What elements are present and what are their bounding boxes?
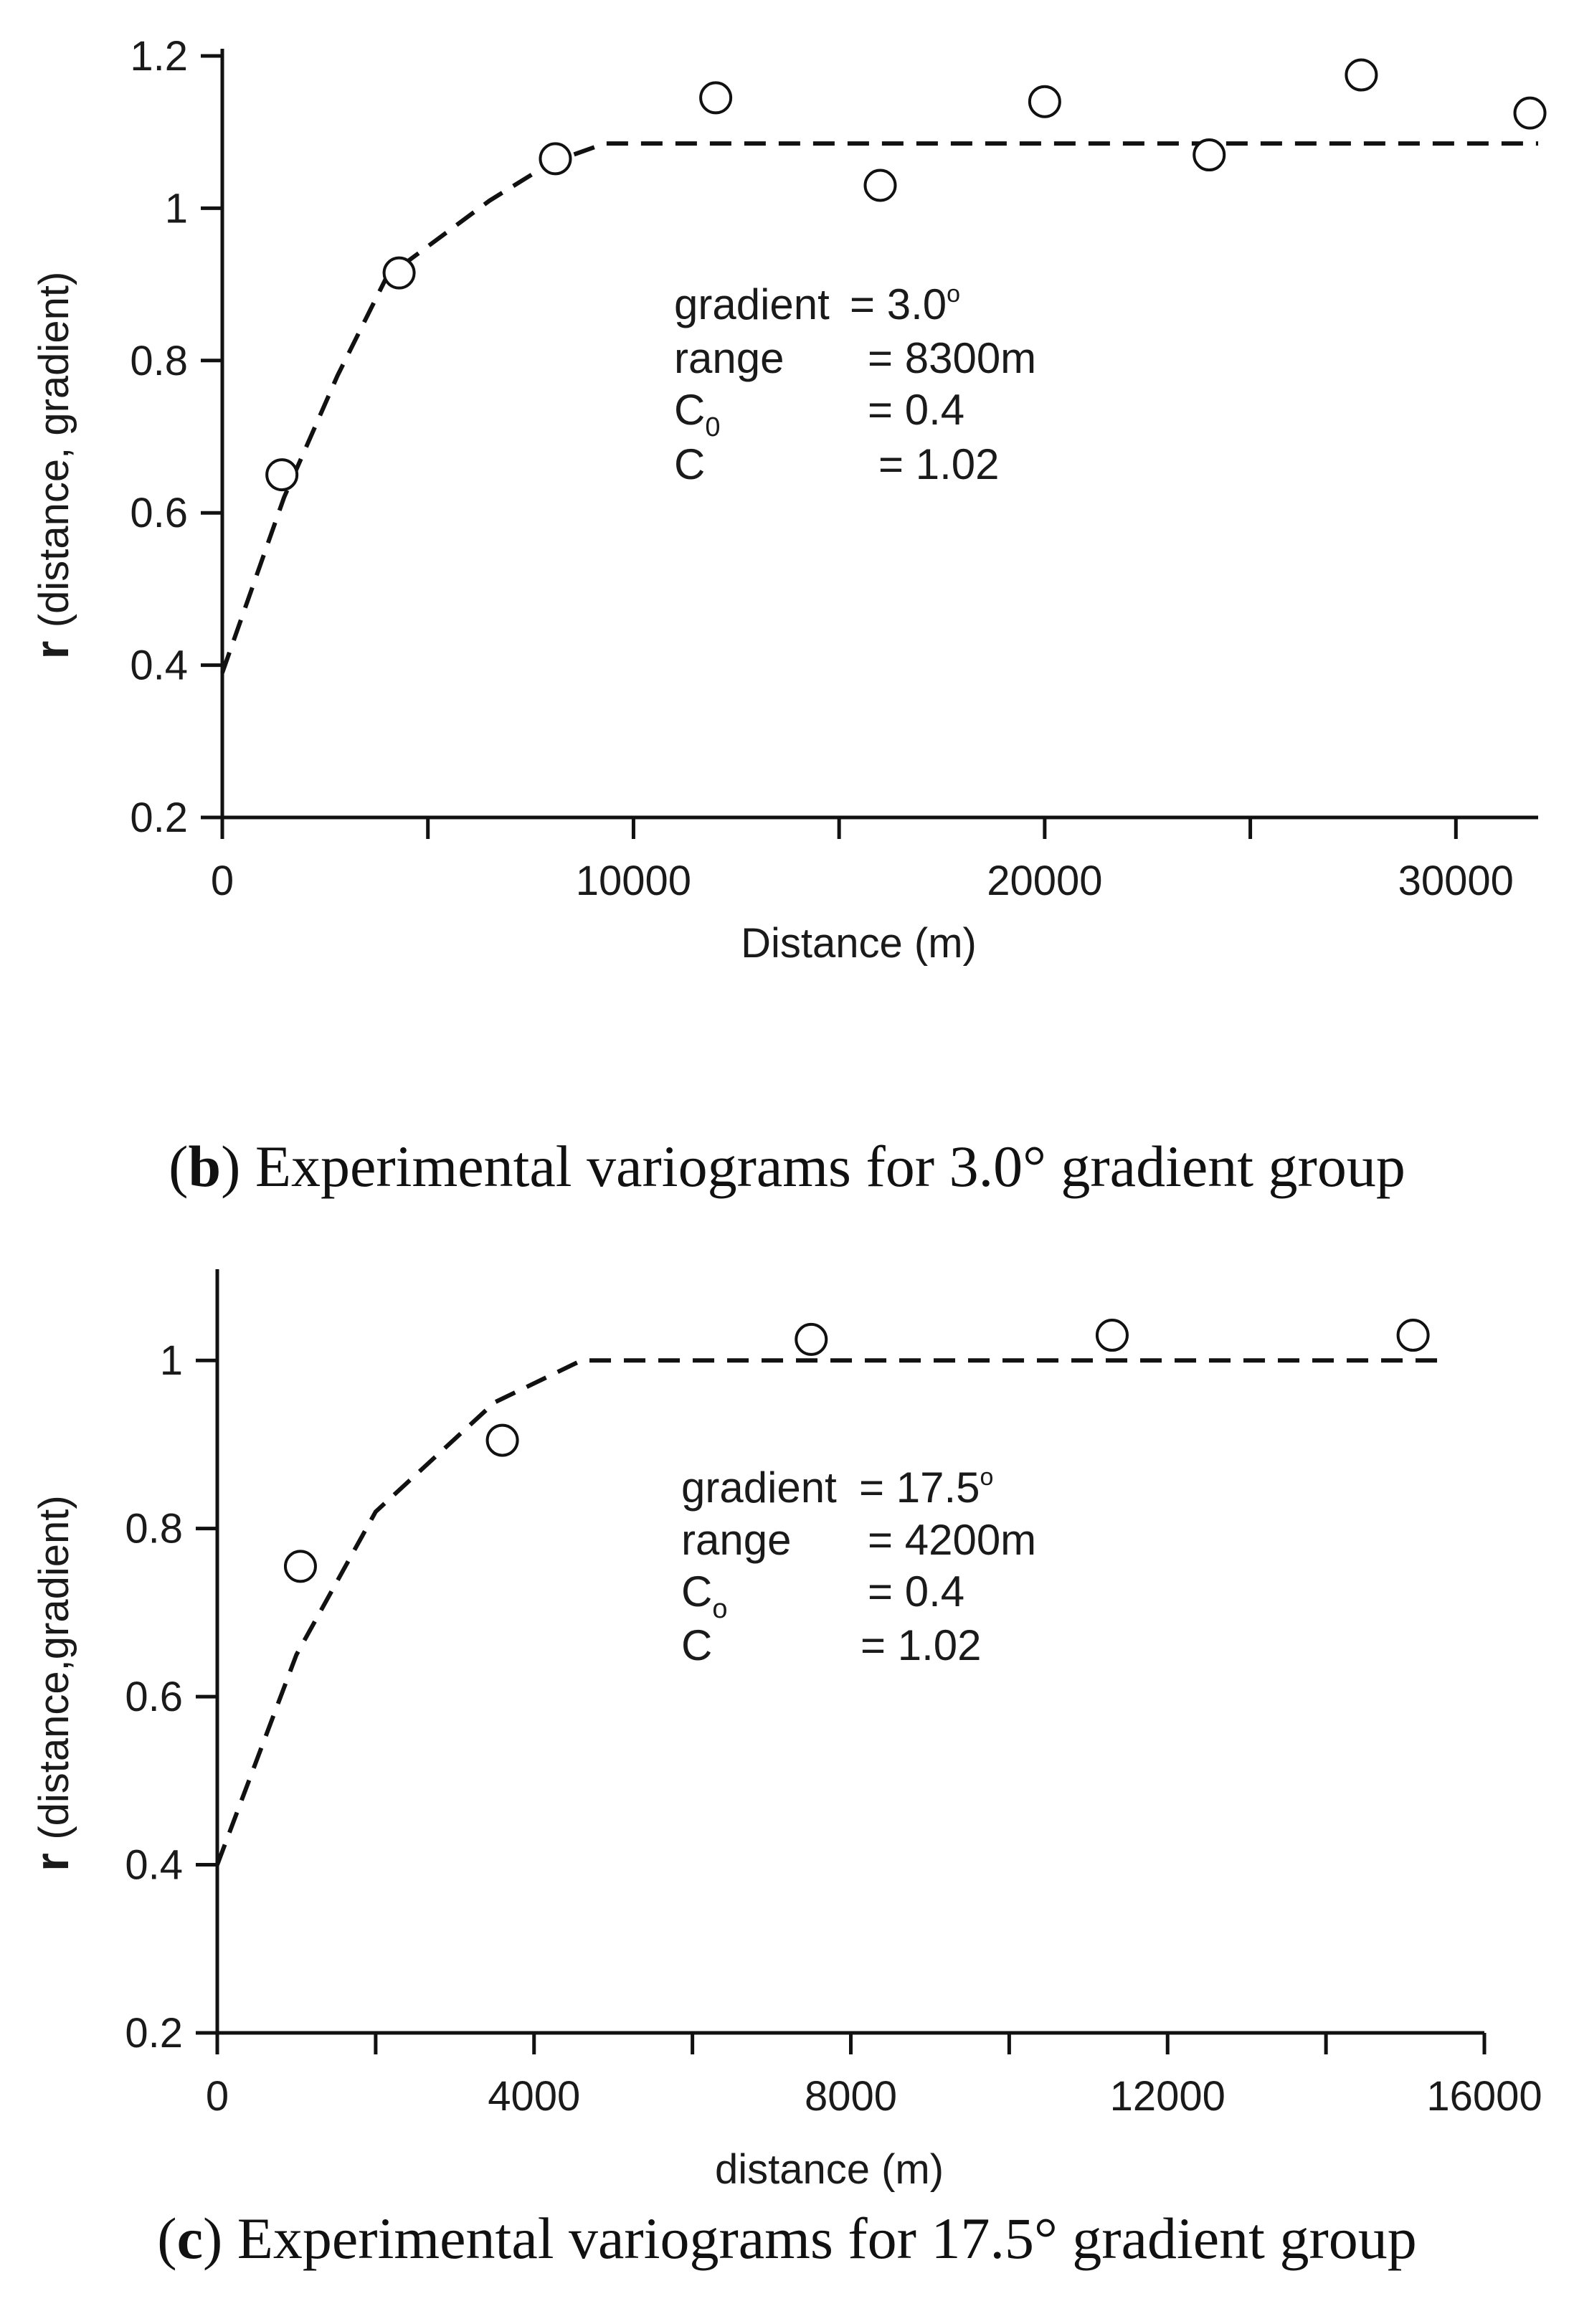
c1-data-point: [1396, 1319, 1430, 1352]
c1-annotation-value: = 17.5o: [859, 1464, 993, 1512]
c0-annotation-value-text: = 0.4: [868, 386, 964, 434]
c1-x-tick-label: 0: [206, 2073, 229, 2120]
c1-y-tick-label: 0.4: [125, 1842, 183, 1889]
c0-data-point: [699, 81, 733, 115]
c0-y-tick-label: 0.2: [130, 795, 188, 841]
c0-data-point: [1345, 58, 1378, 92]
c0-y-tick-label: 0.6: [130, 490, 188, 536]
c1-annotation-label-text: gradient: [681, 1464, 837, 1512]
c1-annotation-degree: o: [980, 1464, 994, 1491]
c0-data-point: [539, 142, 572, 176]
c0-annotation-label: C: [674, 440, 705, 488]
c1-annotation-label: Co: [681, 1567, 727, 1624]
c0-annotation-label: gradient: [674, 280, 830, 328]
c1-annotation-value-text: = 0.4: [868, 1567, 964, 1616]
c0-y-tick-label: 0.8: [130, 338, 188, 384]
c1-data-point: [1095, 1319, 1129, 1352]
c0-annotation-value: = 1.02: [878, 440, 1000, 488]
chart-panel-b: 0.2 0.4 0.6 0.8 1 1.2 0 10000 20000 30000 Distance…: [0, 0, 1574, 1122]
c0-annotation-subscript: 0: [705, 412, 720, 442]
c0-annotation-value-text: = 1.02: [878, 440, 1000, 488]
c1-y-tick-label: 0.6: [125, 1674, 183, 1720]
c1-annotation-label: gradient: [681, 1464, 837, 1512]
c1-annotation-value-text: = 1.02: [861, 1621, 982, 1669]
c0-x-tick-label: 20000: [987, 858, 1102, 904]
c0-data-point: [1193, 138, 1226, 172]
c0-annotation-value: = 3.0o: [850, 280, 960, 328]
chart-b-svg: 0.2 0.4 0.6 0.8 1 1.2 0 10000 20000 30000 Distance…: [25, 33, 1547, 967]
c0-y-tick-label: 1: [165, 185, 188, 232]
c0-data-point: [265, 458, 299, 492]
c1-data-point: [283, 1550, 317, 1583]
c1-annotation-value: = 4200m: [868, 1516, 1036, 1564]
c0-y-axis-title-rest: (distance, gradient): [31, 272, 77, 627]
c0-annotation-value-text: = 3.0: [850, 280, 947, 328]
c0-x-tick-label: 10000: [576, 858, 691, 904]
c0-annotation-label-text: gradient: [674, 280, 830, 328]
c0-y-axis-title: r (distance, gradient): [25, 272, 78, 660]
caption-c-text: Experimental variograms for 17.5° gradie…: [237, 2206, 1417, 2271]
c1-annotation-label: range: [681, 1516, 791, 1564]
c0-data-point: [863, 169, 897, 202]
c1-y-tick-label: 1: [160, 1337, 183, 1384]
c1-annotation-subscript: o: [712, 1594, 727, 1624]
c0-x-tick-label: 0: [211, 858, 234, 904]
c1-annotation-value-text: = 4200m: [868, 1516, 1036, 1564]
c0-annotation-value: = 8300m: [868, 334, 1036, 382]
c1-x-tick-label: 12000: [1110, 2073, 1225, 2120]
c1-annotation-label: C: [681, 1621, 712, 1669]
c1-y-tick-label: 0.2: [125, 2010, 183, 2057]
c1-data-point: [795, 1322, 828, 1356]
c0-x-tick-label: 30000: [1398, 858, 1514, 904]
c1-x-axis-title: distance (m): [715, 2146, 944, 2193]
c0-annotation-label-text: C: [674, 440, 705, 488]
chart-panel-c: 0.2 0.4 0.6 0.8 1 0 4000 8000 12000 16000 distance…: [0, 1219, 1574, 2205]
c0-annotation-label-text: range: [674, 334, 784, 382]
c0-annotation-value-text: = 8300m: [868, 334, 1036, 382]
c1-y-tick-label: 0.8: [125, 1506, 183, 1552]
caption-b-letter: b: [188, 1134, 222, 1199]
c1-model-line: [215, 1358, 1445, 1866]
c1-y-axis-title-rest: (distance,gradient): [31, 1495, 77, 1839]
c0-y-tick-label: 1.2: [130, 33, 188, 80]
c1-annotation-value: = 1.02: [861, 1621, 982, 1669]
c1-annotation-label-text: range: [681, 1516, 791, 1564]
caption-b: (b) Experimental variograms for 3.0° gra…: [169, 1134, 1405, 1199]
caption-c-letter: c: [176, 2206, 203, 2271]
caption-c: (c) Experimental variograms for 17.5° gr…: [157, 2206, 1417, 2271]
c0-x-axis-title: Distance (m): [741, 920, 977, 967]
caption-b-text: Experimental variograms for 3.0° gradien…: [255, 1134, 1405, 1199]
c1-y-axis-title-bold: r: [25, 1840, 78, 1872]
c1-annotation-label-text: C: [681, 1621, 712, 1669]
c0-y-axis-title-bold: r: [25, 627, 78, 659]
c0-annotation-label: C0: [674, 386, 720, 442]
c1-x-tick-label: 16000: [1426, 2073, 1542, 2120]
c1-x-tick-label: 4000: [488, 2073, 580, 2120]
c1-annotation-value: = 0.4: [868, 1567, 964, 1616]
c0-data-point: [382, 256, 416, 290]
c0-annotation-label: range: [674, 334, 784, 382]
c0-annotation-value: = 0.4: [868, 386, 964, 434]
c1-x-tick-label: 8000: [805, 2073, 897, 2120]
chart-c-svg: 0.2 0.4 0.6 0.8 1 0 4000 8000 12000 16000 distance…: [25, 1269, 1542, 2193]
c1-data-point: [485, 1423, 519, 1457]
c0-model-line: [220, 141, 1538, 674]
c1-annotation-value-text: = 17.5: [859, 1464, 980, 1512]
c0-annotation-degree: o: [947, 280, 960, 308]
c1-annotation-label-text: C: [681, 1567, 712, 1616]
c0-y-tick-label: 0.4: [130, 642, 188, 689]
c1-y-axis-title: r (distance,gradient): [25, 1495, 78, 1871]
c0-data-point: [1028, 85, 1061, 118]
c0-annotation-label-text: C: [674, 386, 705, 434]
c0-data-point: [1513, 96, 1547, 130]
